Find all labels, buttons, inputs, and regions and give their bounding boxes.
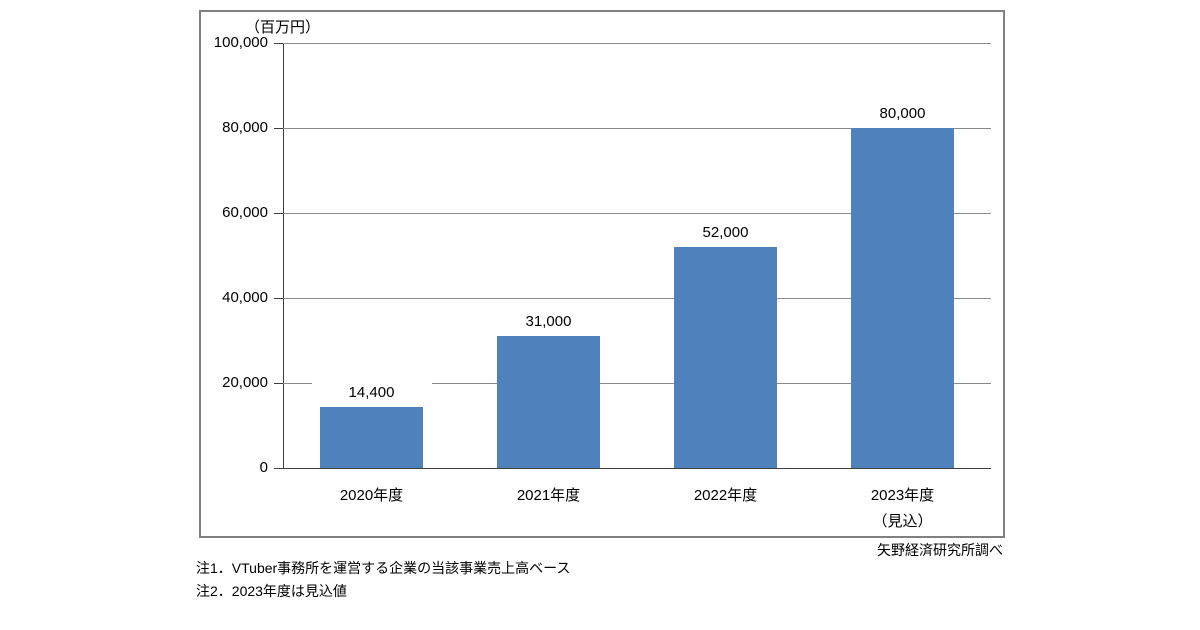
x-category-label: 2023年度 （見込） — [815, 483, 991, 535]
bar-value-label: 52,000 — [665, 223, 786, 243]
x-category-label-line: 2021年度 — [516, 487, 581, 504]
x-category-label: 2022年度 — [638, 483, 814, 509]
y-axis-tick-label: 100,000 — [213, 34, 268, 51]
gridline — [283, 383, 991, 384]
gridline — [283, 128, 991, 129]
footnotes: 注1．VTuber事務所を運営する企業の当該事業売上高ベース 注2．2023年度… — [196, 557, 570, 603]
y-axis-unit-label: （百万円） — [245, 19, 321, 36]
bar — [851, 128, 954, 468]
x-category-label-line: 2020年度 — [339, 487, 404, 504]
bar-value-label: 14,400 — [311, 383, 432, 403]
footnote-2: 注2．2023年度は見込値 — [196, 583, 347, 599]
y-axis-tick — [274, 128, 283, 129]
x-category-label-line: 2023年度 — [870, 487, 935, 504]
x-axis-line — [283, 468, 991, 469]
x-category-label-line: （見込） — [872, 513, 933, 530]
y-axis-tick-label: 40,000 — [222, 289, 268, 306]
chart-area: （百万円） 14,400 31,000 52,000 80,000 100,000 80… — [199, 10, 1005, 538]
y-axis-line — [283, 43, 284, 468]
x-category-label: 2021年度 — [461, 483, 637, 509]
y-axis-tick — [274, 383, 283, 384]
bar — [320, 407, 423, 468]
bar — [674, 247, 777, 468]
y-axis-tick — [274, 43, 283, 44]
x-category-label: 2020年度 — [284, 483, 460, 509]
y-axis-tick-label: 20,000 — [222, 374, 268, 391]
y-axis-tick — [274, 213, 283, 214]
bar-value-label: 31,000 — [488, 312, 609, 332]
y-axis-tick-label: 60,000 — [222, 204, 268, 221]
y-axis-tick — [274, 468, 283, 469]
y-axis-tick-label: 0 — [259, 459, 268, 476]
gridline — [283, 43, 991, 44]
y-axis-tick-label: 80,000 — [222, 119, 268, 136]
source-credit: 矢野経済研究所調べ — [877, 542, 1003, 558]
footnote-1: 注1．VTuber事務所を運営する企業の当該事業売上高ベース — [196, 560, 571, 576]
bar — [497, 336, 600, 468]
gridline — [283, 298, 991, 299]
plot-area: 14,400 31,000 52,000 80,000 — [274, 43, 991, 469]
y-axis-tick — [274, 298, 283, 299]
gridline — [283, 213, 991, 214]
bar-value-label: 80,000 — [842, 104, 963, 124]
x-category-label-line: 2022年度 — [693, 487, 758, 504]
